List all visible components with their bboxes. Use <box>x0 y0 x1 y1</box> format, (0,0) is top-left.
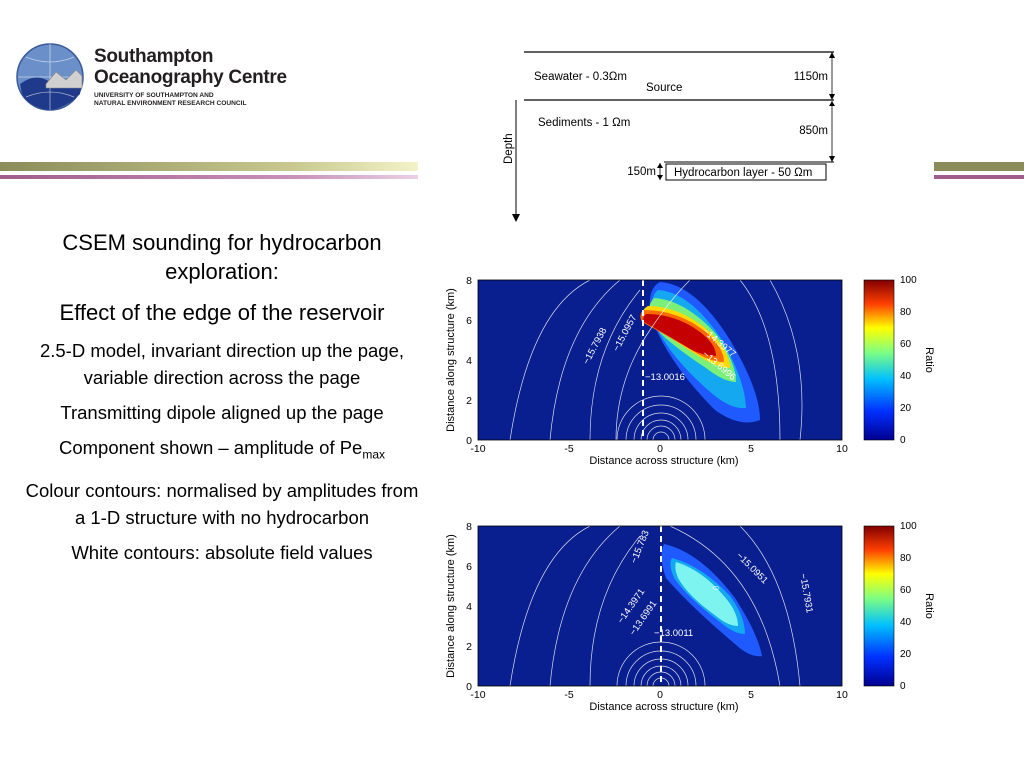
heatmap-plot-top: −15.7938 −15.0957 −13.0016 −14.3977 −13.… <box>445 275 935 467</box>
x-tick: 10 <box>836 443 848 455</box>
colorbar-tick: 80 <box>900 307 912 318</box>
paragraph-colour-contours: Colour contours: normalised by amplitude… <box>25 479 419 528</box>
paragraph-dipole: Transmitting dipole aligned up the page <box>60 402 384 423</box>
y-ticks: 0 2 4 6 8 <box>466 521 472 693</box>
colorbar-tick: 40 <box>900 371 912 382</box>
y-tick: 0 <box>466 681 472 693</box>
y-tick: 2 <box>466 641 472 653</box>
depth-axis-label: Depth <box>503 133 515 164</box>
org-title: Southampton Oceanography Centre <box>94 46 287 88</box>
x-tick: -10 <box>470 443 485 455</box>
layer-diagram: Seawater - 0.3Ωm Source 1150m Sediments … <box>503 51 835 222</box>
y-tick: 8 <box>466 275 472 287</box>
x-tick: 0 <box>657 689 663 701</box>
x-tick: -5 <box>564 689 573 701</box>
colorbar-label: Ratio <box>923 347 935 373</box>
source-label: Source <box>646 82 682 94</box>
x-tick: 5 <box>748 689 754 701</box>
colorbar-ticks: 0 20 40 60 80 100 <box>900 521 917 692</box>
colorbar-tick: 40 <box>900 617 912 628</box>
org-sub-line2: NATURAL ENVIRONMENT RESEARCH COUNCIL <box>94 100 247 107</box>
ratio-contours <box>509 280 803 440</box>
y-ticks: 0 2 4 6 8 <box>466 275 472 447</box>
x-tick: 10 <box>836 689 848 701</box>
y-tick: 4 <box>466 355 472 367</box>
x-tick: 0 <box>657 443 663 455</box>
org-sub-line1: UNIVERSITY OF SOUTHAMPTON AND <box>94 92 214 99</box>
layer-150-label: 150m <box>627 166 656 178</box>
slide-title-line1: CSEM sounding for hydrocarbon <box>62 230 382 255</box>
colorbar-tick: 100 <box>900 275 917 286</box>
description-text: CSEM sounding for hydrocarbon exploratio… <box>24 228 420 566</box>
header-bar-olive-left <box>0 162 418 171</box>
component-subscript: max <box>362 447 386 462</box>
colorbar-tick: 20 <box>900 649 912 660</box>
y-tick: 8 <box>466 521 472 533</box>
y-tick: 6 <box>466 315 472 327</box>
y-axis-label: Distance along structure (km) <box>445 534 457 678</box>
colorbar-tick: 100 <box>900 521 917 532</box>
y-axis-label: Distance along structure (km) <box>445 288 457 432</box>
header-bar-olive-right <box>934 162 1024 171</box>
colorbar-tick: 60 <box>900 339 912 350</box>
colorbar-tick: 0 <box>900 435 906 446</box>
colorbar-label: Ratio <box>923 593 935 619</box>
paragraph-component: Component shown – amplitude of Pemax <box>24 434 420 469</box>
ratio-contours <box>509 526 801 686</box>
contour-label: −13.0011 <box>654 628 693 639</box>
colorbar-ticks: 0 20 40 60 80 100 <box>900 275 917 446</box>
header-bar-mauve-left <box>0 175 418 179</box>
x-tick: -5 <box>564 443 573 455</box>
slide-title-line2: exploration: <box>165 259 279 284</box>
seawater-label: Seawater - 0.3Ωm <box>534 71 627 83</box>
x-ticks: -10 -5 0 5 10 <box>470 689 848 701</box>
colorbar-tick: 0 <box>900 681 906 692</box>
slide-subtitle: Effect of the edge of the reservoir <box>59 300 385 325</box>
heatmap-plot-bottom: −15.783 −15.0951 −15.7931 −14.3971 −13.6… <box>445 521 935 713</box>
y-tick: 6 <box>466 561 472 573</box>
hydrocarbon-label: Hydrocarbon layer - 50 Ωm <box>674 167 812 179</box>
contour-level-90 <box>643 314 716 356</box>
colorbar-tick: 80 <box>900 553 912 564</box>
x-axis-label: Distance across structure (km) <box>589 701 738 713</box>
contour-label: −13.0016 <box>645 372 685 383</box>
org-title-line2: Oceanography Centre <box>94 67 287 88</box>
header-bar-mauve-right <box>934 175 1024 179</box>
sediments-label: Sediments - 1 Ωm <box>538 117 630 129</box>
x-axis-label: Distance across structure (km) <box>589 455 738 467</box>
y-tick: 2 <box>466 395 472 407</box>
colorbar <box>863 525 895 687</box>
x-tick: 5 <box>748 443 754 455</box>
colorbar-tick: 20 <box>900 403 912 414</box>
org-subtitle: UNIVERSITY OF SOUTHAMPTON AND NATURAL EN… <box>94 92 247 108</box>
paragraph-model: 2.5-D model, invariant direction up the … <box>39 340 405 388</box>
paragraph-white-contours: White contours: absolute field values <box>71 541 373 563</box>
x-tick: -10 <box>470 689 485 701</box>
component-text: Component shown – amplitude of Pe <box>58 437 363 458</box>
org-title-line1: Southampton <box>94 46 214 67</box>
field-contours <box>509 280 803 440</box>
y-tick: 4 <box>466 601 472 613</box>
y-tick: 0 <box>466 435 472 447</box>
contour-level-50 <box>675 562 738 626</box>
colorbar <box>863 279 895 441</box>
globe-logo-icon <box>16 43 84 111</box>
x-ticks: -10 -5 0 5 10 <box>470 443 848 455</box>
colorbar-tick: 60 <box>900 585 912 596</box>
depth-1150-label: 1150m <box>794 71 828 83</box>
depth-850-label: 850m <box>799 125 828 137</box>
